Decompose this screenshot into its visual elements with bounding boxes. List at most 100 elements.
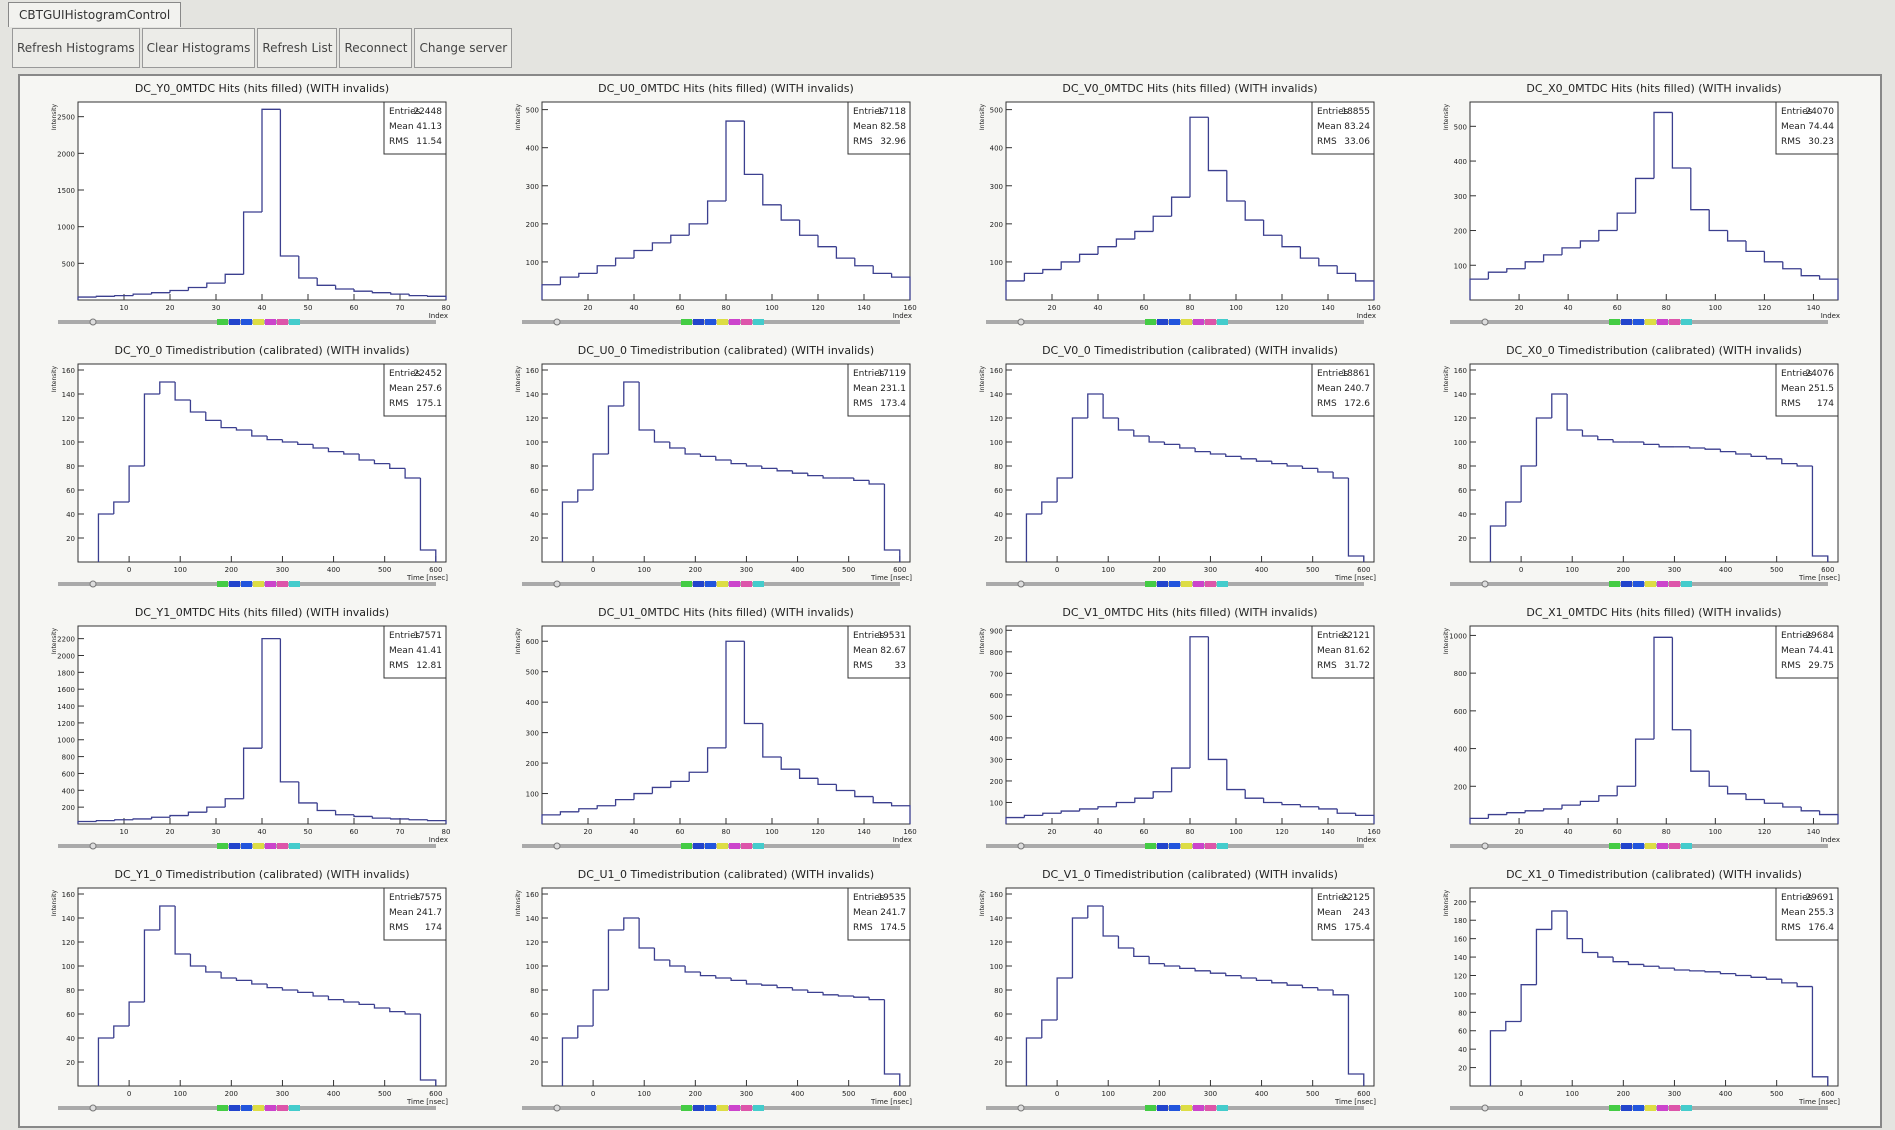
- y-tick-label: 60: [994, 487, 1003, 495]
- histogram-bin: [95, 295, 115, 298]
- x-tick-label: 300: [1668, 566, 1681, 574]
- x-tick-label: 100: [174, 566, 187, 574]
- slider-color: [717, 319, 728, 325]
- histogram-bin: [1658, 966, 1675, 969]
- stats-label: RMS: [1781, 399, 1801, 409]
- histogram-bin: [261, 108, 281, 212]
- histogram-bin: [1561, 247, 1581, 255]
- histogram-bin: [1170, 767, 1190, 792]
- histogram-bin: [1671, 112, 1691, 169]
- y-tick-label: 500: [990, 713, 1003, 721]
- x-axis-label: Time [nsec]: [870, 1098, 912, 1106]
- slider-color: [1645, 581, 1656, 587]
- stats-label: RMS: [853, 923, 873, 933]
- slider-color: [265, 581, 276, 587]
- slider-color: [217, 319, 228, 325]
- histogram-bin: [1781, 458, 1798, 465]
- histogram-bin: [578, 272, 598, 278]
- slider-color: [277, 581, 288, 587]
- slider-color: [753, 843, 764, 849]
- refresh-list-button[interactable]: Refresh List: [257, 28, 338, 68]
- y-tick-label: 1000: [57, 737, 75, 745]
- histogram-bin: [1152, 791, 1172, 799]
- refresh-histograms-button[interactable]: Refresh Histograms: [12, 28, 140, 68]
- histogram-bin: [1765, 977, 1782, 980]
- stats-value: 255.3: [1808, 908, 1834, 918]
- slider-color: [289, 581, 300, 587]
- histogram-bin: [1317, 468, 1334, 473]
- x-tick-label: 500: [1306, 566, 1319, 574]
- x-tick-label: 40: [1094, 304, 1103, 312]
- y-tick-label: 300: [990, 183, 1003, 191]
- slider-color: [1145, 1105, 1156, 1111]
- slider-color: [1609, 843, 1620, 849]
- histogram-bin: [651, 786, 671, 794]
- histogram-bin: [1056, 977, 1073, 1020]
- slider-color: [1157, 843, 1168, 849]
- x-tick-label: 50: [304, 828, 313, 836]
- slider-color: [1205, 581, 1216, 587]
- x-axis-label: Index: [893, 836, 912, 844]
- histogram-bin: [1616, 785, 1636, 796]
- histogram-bin: [1281, 802, 1301, 806]
- histogram-bin: [220, 972, 237, 979]
- clear-histograms-button[interactable]: Clear Histograms: [141, 28, 256, 68]
- change-server-button[interactable]: Change server: [414, 28, 513, 68]
- slider-color: [693, 319, 704, 325]
- histogram-bin: [623, 917, 640, 930]
- histogram-bin: [1542, 254, 1562, 262]
- histogram-bin: [143, 929, 160, 1002]
- histogram-bin: [1690, 729, 1710, 772]
- y-tick-label: 60: [66, 1011, 75, 1019]
- y-axis-label: Intensity: [51, 628, 58, 655]
- x-tick-label: 0: [1055, 566, 1059, 574]
- y-tick-label: 800: [990, 649, 1003, 657]
- slider-color: [1205, 843, 1216, 849]
- x-tick-label: 100: [1566, 1090, 1579, 1098]
- histogram-bin: [1005, 280, 1025, 300]
- y-tick-label: 100: [62, 439, 75, 447]
- histogram-bin: [706, 747, 726, 773]
- histogram-bin: [1163, 963, 1180, 967]
- reconnect-button[interactable]: Reconnect: [339, 28, 413, 68]
- stats-value: 32.96: [880, 137, 906, 147]
- histogram-bin: [835, 784, 855, 792]
- slider-color: [1669, 581, 1680, 587]
- histogram-bin: [1689, 969, 1706, 972]
- histogram-bin: [235, 427, 252, 431]
- slider-color: [1645, 843, 1656, 849]
- histogram-bin: [776, 468, 793, 472]
- histogram-bin: [95, 819, 115, 822]
- histogram-bin: [113, 501, 130, 514]
- slider-color: [1609, 1105, 1620, 1111]
- stats-box: [1775, 101, 1839, 155]
- y-tick-label: 20: [66, 1059, 75, 1067]
- y-axis-label: Intensity: [979, 890, 986, 917]
- histogram-title: DC_V0_0 Timedistribution (calibrated) (W…: [1042, 344, 1338, 357]
- histogram-bin: [334, 810, 354, 816]
- y-tick-label: 500: [62, 260, 75, 268]
- y-tick-label: 500: [1454, 123, 1467, 131]
- slider-color: [289, 319, 300, 325]
- y-tick-label: 120: [62, 939, 75, 947]
- slider-color: [705, 581, 716, 587]
- slider-color: [729, 319, 740, 325]
- histogram-bin: [281, 439, 298, 443]
- histogram-bin: [1658, 444, 1675, 448]
- histogram-bin: [743, 641, 763, 725]
- histogram-bin: [1078, 253, 1098, 262]
- stats-value: 82.58: [880, 122, 906, 132]
- histogram-bin: [251, 980, 268, 985]
- histogram-bin: [776, 985, 793, 989]
- histogram-bin: [1781, 979, 1798, 984]
- x-tick-label: 600: [893, 566, 906, 574]
- y-tick-label: 400: [526, 145, 539, 153]
- y-tick-label: 180: [1454, 917, 1467, 925]
- histogram-bin: [327, 448, 344, 453]
- histogram-bin: [1332, 472, 1349, 479]
- stats-label: RMS: [853, 399, 873, 409]
- y-tick-label: 40: [994, 511, 1003, 519]
- slider-color: [1217, 843, 1228, 849]
- y-tick-label: 400: [526, 699, 539, 707]
- slider-color: [717, 843, 728, 849]
